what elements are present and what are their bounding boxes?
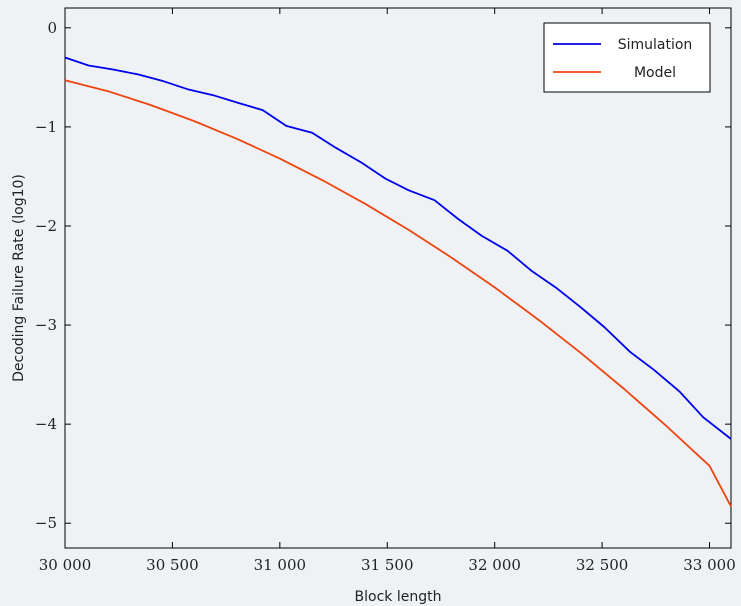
legend-box <box>543 22 711 93</box>
x-tick-label: 32 500 <box>576 556 629 574</box>
plot-area-border <box>64 7 732 549</box>
legend-label-model: Model <box>634 65 676 81</box>
series-line-model <box>64 79 732 507</box>
series-layer <box>64 56 732 507</box>
x-tick-label: 31 500 <box>361 556 414 574</box>
x-tick-label: 31 000 <box>254 556 307 574</box>
x-tick-label: 30 500 <box>146 556 199 574</box>
ticks <box>64 8 731 548</box>
y-tick-label: 0 <box>47 19 57 37</box>
x-axis-label: Block length <box>355 589 442 605</box>
y-tick-label: −4 <box>35 415 57 433</box>
tick-labels: 30 000 30 500 31 000 31 500 32 000 32 500 33 0… <box>35 19 736 574</box>
y-axis-label: Decoding Failure Rate (log10) <box>11 174 27 382</box>
y-tick-label: −3 <box>35 316 57 334</box>
y-tick-label: −5 <box>35 514 57 532</box>
y-tick-label: −1 <box>35 118 57 136</box>
x-tick-label: 30 000 <box>39 556 92 574</box>
legend: Simulation Model <box>543 22 711 93</box>
plot-frame <box>64 7 732 549</box>
x-tick-label: 33 000 <box>683 556 736 574</box>
x-tick-label: 32 000 <box>468 556 521 574</box>
series-line-simulation <box>64 56 732 440</box>
legend-label-simulation: Simulation <box>618 37 693 53</box>
y-tick-label: −2 <box>35 217 57 235</box>
